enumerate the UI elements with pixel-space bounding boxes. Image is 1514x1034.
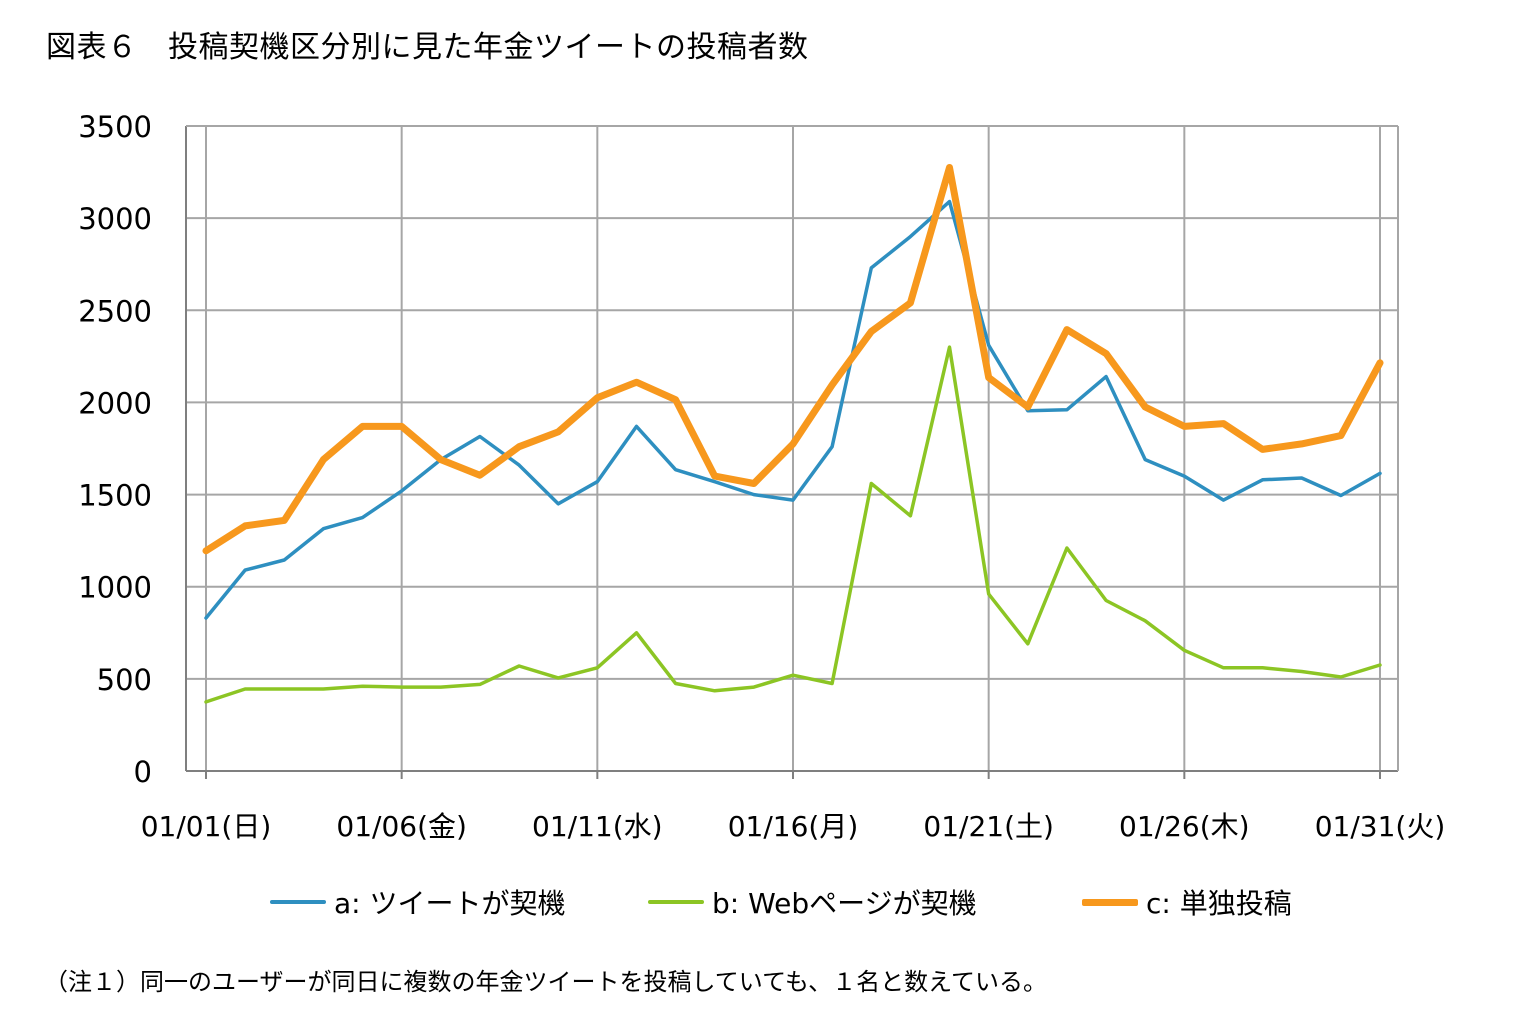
x-tick-label: 01/31(火) [1315,810,1446,843]
chart-footnote: （注１）同一のユーザーが同日に複数の年金ツイートを投稿していても、１名と数えてい… [44,968,1047,996]
series-lines [202,164,1384,704]
y-tick-label: 2500 [78,294,152,328]
y-tick-label: 3500 [78,110,152,144]
legend-swatch-a [270,900,326,904]
series-line-c [202,164,1384,555]
legend-item-a: a: ツイートが契機 [270,880,566,924]
legend: a: ツイートが契機 b: Webページが契機 c: 単独投稿 [270,880,1370,924]
tick-labels: 0 500 1000 1500 2000 2500 3000 3500 01/01(日) 01/0… [78,110,1445,843]
legend-label-a: a: ツイートが契機 [334,887,566,920]
x-tick-label: 01/11(水) [532,810,663,843]
y-tick-label: 500 [97,663,152,697]
y-tick-label: 0 [134,755,152,789]
y-tick-label: 1500 [78,479,152,513]
legend-item-b: b: Webページが契機 [648,880,977,924]
series-line-a [204,199,1382,620]
line-chart: 0 500 1000 1500 2000 2500 3000 3500 01/01(日) 01/0… [78,110,1445,843]
y-tick-label: 3000 [78,202,152,236]
legend-item-c: c: 単独投稿 [1082,880,1292,924]
series-line-b [204,345,1382,704]
y-tick-label: 1000 [78,571,152,605]
x-tick-label: 01/21(土) [923,810,1054,843]
x-tick-label: 01/01(日) [141,810,272,843]
legend-swatch-b [648,900,704,904]
legend-swatch-c [1082,898,1138,906]
axes [185,125,1399,779]
legend-label-c: c: 単独投稿 [1146,887,1292,920]
x-tick-label: 01/26(木) [1119,810,1250,843]
y-tick-label: 2000 [78,386,152,420]
x-tick-label: 01/06(金) [336,810,467,843]
chart-title: 図表６ 投稿契機区分別に見た年金ツイートの投稿者数 [46,30,809,65]
legend-label-b: b: Webページが契機 [712,887,977,920]
x-tick-label: 01/16(月) [728,810,859,843]
